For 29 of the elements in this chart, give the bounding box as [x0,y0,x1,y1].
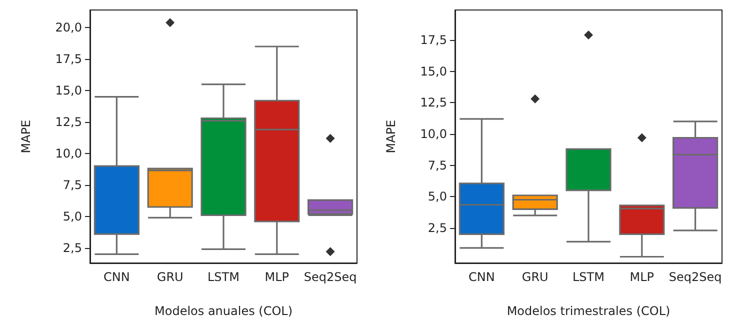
y-tick-label: 15,0 [55,84,82,98]
x-tick-label: CNN [104,270,130,284]
x-axis-title: Modelos trimestrales (COL) [506,304,670,318]
x-tick-label: MLP [264,270,290,284]
y-tick-label: 2,5 [428,220,447,235]
y-tick-label: 7,5 [62,178,82,192]
x-tick-label: CNN [468,270,495,284]
x-tick-label: LSTM [208,270,240,284]
x-axis-title: Modelos anuales (COL) [154,304,293,318]
y-tick-label: 10,0 [420,126,447,141]
y-tick-label: 20,0 [55,20,82,35]
x-tick-label: MLP [630,270,654,284]
y-tick-label: 5,0 [428,190,447,204]
y-tick-label: 12,5 [420,96,447,110]
x-tick-label: Seq2Seq [304,270,357,284]
x-tick-label: GRU [156,270,184,284]
x-tick-label: GRU [522,270,548,284]
y-tick-label: 17,5 [55,52,82,66]
y-tick-label: 10,0 [55,146,82,160]
x-tick-label: LSTM [572,270,604,284]
y-tick-label: 5,0 [62,209,82,224]
y-axis-title: MAPE [19,120,33,154]
y-tick-label: 17,5 [420,33,447,48]
y-tick-label: 12,5 [55,115,82,130]
y-axis-title: MAPE [384,120,398,154]
y-tick-label: 7,5 [428,158,447,172]
y-tick-label: 2,5 [62,240,82,255]
x-tick-label: Seq2Seq [668,270,722,284]
y-tick-label: 15,0 [420,64,447,78]
